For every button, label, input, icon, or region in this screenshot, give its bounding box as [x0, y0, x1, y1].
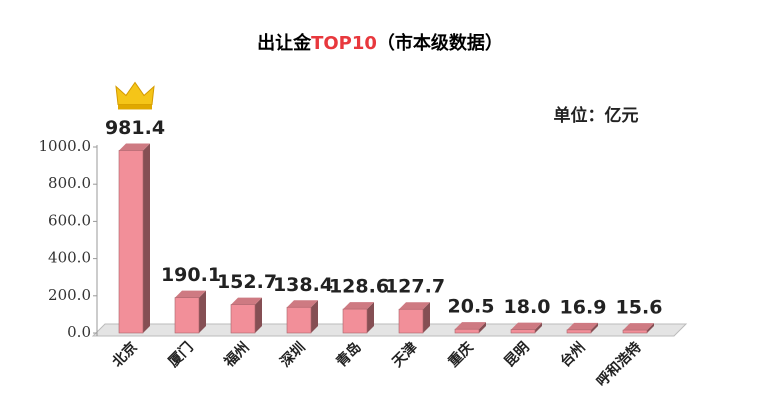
value-label: 981.4 [105, 117, 165, 139]
value-label: 16.9 [560, 296, 607, 318]
x-tick-label: 昆明 [502, 339, 533, 370]
bar [286, 300, 318, 334]
value-label: 127.7 [385, 276, 445, 298]
bar-top [455, 322, 486, 330]
bar [230, 297, 262, 334]
bar-top [119, 143, 150, 151]
y-tick-label: 600.0 [48, 211, 91, 229]
value-label: 128.6 [329, 276, 389, 298]
value-label: 138.4 [273, 274, 333, 296]
y-tick-label: 400.0 [48, 249, 91, 267]
bar-top [399, 302, 430, 310]
x-tick-label: 厦门 [165, 339, 197, 371]
title-part: 出让金 [257, 32, 312, 54]
bar-top [567, 322, 598, 330]
bar-side [423, 302, 430, 333]
bar [118, 143, 150, 334]
bar-top [511, 322, 542, 330]
value-label: 20.5 [448, 296, 495, 318]
value-label: 190.1 [161, 264, 221, 286]
bar-front [174, 297, 200, 334]
value-label: 15.6 [616, 297, 663, 319]
bar-front [566, 329, 592, 334]
bar-front [510, 329, 536, 334]
y-tick-label: 200.0 [48, 286, 91, 304]
bar-side [591, 322, 598, 333]
bar-side [535, 322, 542, 333]
y-tick-label: 800.0 [48, 174, 91, 192]
x-tick-label: 北京 [109, 339, 141, 371]
y-tick-label: 1000.0 [39, 137, 92, 155]
bar-front [342, 308, 368, 334]
bar-top [231, 297, 262, 305]
x-tick-label: 深圳 [277, 339, 309, 371]
bar-top [343, 302, 374, 310]
x-tick-label: 呼和浩特 [593, 339, 645, 391]
x-tick-label: 台州 [557, 339, 589, 371]
bar [566, 322, 598, 334]
bar-side [143, 143, 150, 333]
chart-title: 出让金TOP10（市本级数据） [257, 32, 503, 54]
bar [622, 323, 654, 334]
bar-front [454, 328, 480, 334]
title-part: （市本级数据） [377, 32, 503, 54]
bar-top [623, 323, 654, 331]
bar-front [622, 329, 648, 334]
bar-front [398, 308, 424, 334]
bar [174, 290, 206, 334]
bar [342, 302, 374, 334]
bar-top [175, 290, 206, 298]
bar-side [311, 300, 318, 333]
bar [454, 322, 486, 334]
title-part: TOP10 [311, 33, 377, 54]
bar-front [118, 150, 144, 334]
bar-side [367, 302, 374, 333]
x-tick-label: 天津 [389, 339, 421, 371]
crown [115, 81, 155, 105]
x-tick-label: 青岛 [333, 339, 365, 371]
value-label: 152.7 [217, 271, 277, 293]
y-tick-label: 0.0 [67, 323, 91, 341]
unit-label: 单位：亿元 [554, 105, 639, 126]
bar-front [230, 304, 256, 334]
value-label: 18.0 [504, 296, 551, 318]
bar [398, 302, 430, 334]
bar-side [647, 323, 654, 333]
bar-side [255, 297, 262, 333]
bar [510, 322, 542, 334]
x-tick-label: 重庆 [445, 339, 477, 371]
bar-top [287, 300, 318, 308]
bar-side [199, 290, 206, 333]
bar-side [479, 322, 486, 333]
x-tick-label: 福州 [220, 339, 253, 372]
crown-base [118, 104, 152, 110]
bar-front [286, 306, 312, 334]
